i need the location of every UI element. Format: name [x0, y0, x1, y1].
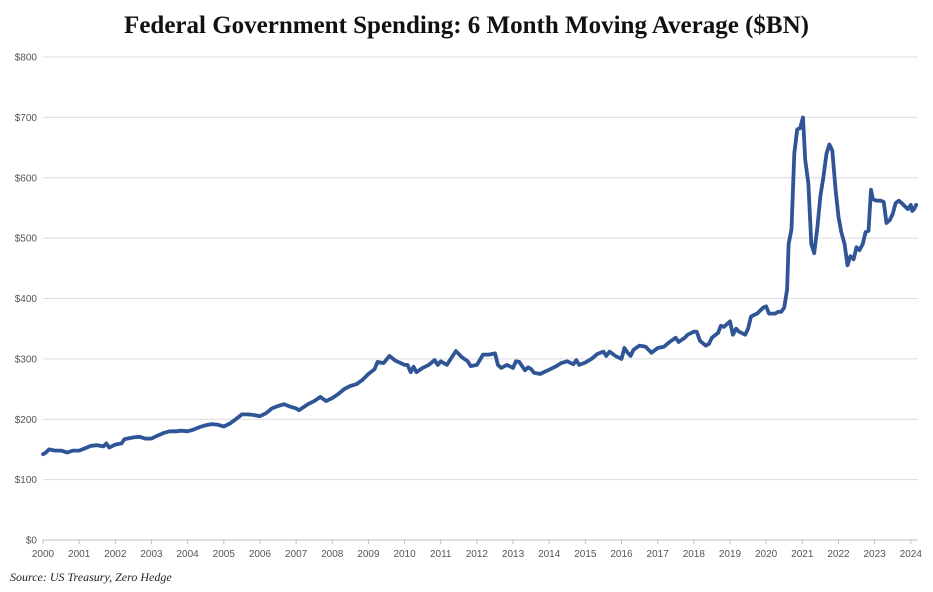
x-tick-label: 2018 — [683, 549, 706, 560]
x-tick-label: 2002 — [104, 549, 127, 560]
x-tick-label: 2015 — [574, 549, 597, 560]
x-tick-label: 2017 — [647, 549, 670, 560]
x-tick-label: 2003 — [140, 549, 163, 560]
x-axis-tick-labels: 2000 2001 2002 2003 2004 2005 2006 2007 2008 2009… — [32, 540, 922, 560]
x-tick-label: 2014 — [538, 549, 561, 560]
x-tick-label: 2022 — [827, 549, 850, 560]
series-layer — [41, 115, 919, 457]
chart-title: Federal Government Spending: 6 Month Mov… — [124, 12, 809, 39]
grid-lines — [43, 56, 918, 541]
series-line — [41, 115, 919, 457]
x-tick-label: 2020 — [755, 549, 778, 560]
x-tick-label: 2012 — [466, 549, 489, 560]
x-tick-label: 2001 — [68, 549, 91, 560]
x-tick-label: 2013 — [502, 549, 525, 560]
y-axis-tick-labels: $0 $100 $200 $300 $400 $500 $600 $700 $800 — [15, 53, 38, 547]
x-tick-label: 2023 — [863, 549, 886, 560]
x-tick-label: 2021 — [791, 549, 814, 560]
x-tick-label: 2024 — [900, 549, 923, 560]
x-tick-label: 2000 — [32, 549, 55, 560]
x-tick-label: 2016 — [610, 549, 633, 560]
x-tick-label: 2008 — [321, 549, 344, 560]
y-tick-label: $400 — [15, 294, 38, 305]
x-tick-label: 2006 — [249, 549, 272, 560]
y-tick-label: $100 — [15, 475, 38, 486]
source-note: Source: US Treasury, Zero Hedge — [10, 570, 172, 584]
x-tick-label: 2010 — [393, 549, 416, 560]
x-tick-label: 2019 — [719, 549, 742, 560]
y-tick-label: $0 — [26, 536, 38, 547]
y-tick-label: $800 — [15, 53, 38, 64]
x-tick-label: 2009 — [357, 549, 380, 560]
x-tick-label: 2005 — [213, 549, 236, 560]
x-tick-label: 2007 — [285, 549, 308, 560]
y-tick-label: $200 — [15, 415, 38, 426]
y-tick-label: $300 — [15, 354, 38, 365]
y-tick-label: $600 — [15, 173, 38, 184]
x-tick-label: 2004 — [177, 549, 200, 560]
x-tick-label: 2011 — [430, 549, 452, 560]
y-tick-label: $700 — [15, 113, 38, 124]
y-tick-label: $500 — [15, 234, 38, 245]
